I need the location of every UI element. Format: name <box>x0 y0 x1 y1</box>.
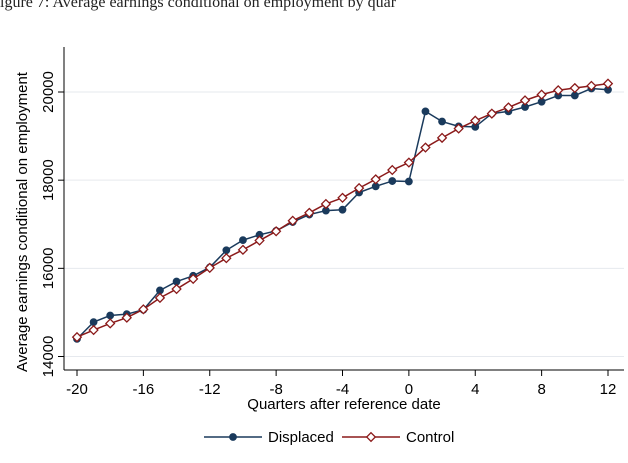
series-line-displaced <box>76 87 609 340</box>
data-point-control <box>353 182 365 194</box>
data-point-control <box>569 82 581 94</box>
data-point-displaced <box>338 205 347 214</box>
data-point-control <box>387 164 398 176</box>
x-tick-label: 4 <box>471 381 479 398</box>
data-point-displaced <box>239 236 247 245</box>
data-point-control <box>403 157 415 168</box>
y-tick-label: 14000 <box>40 336 57 378</box>
data-point-control <box>470 115 481 126</box>
data-point-control <box>121 312 133 323</box>
data-point-displaced <box>404 177 413 186</box>
data-point-control <box>204 262 215 274</box>
x-tick-label: 8 <box>537 381 545 398</box>
data-point-control <box>88 324 99 336</box>
data-point-control <box>187 273 199 285</box>
x-tick-label: -20 <box>66 381 88 398</box>
data-point-displaced <box>222 246 231 255</box>
data-point-control <box>138 304 149 315</box>
data-point-control <box>602 78 614 89</box>
x-tick-label: -4 <box>336 381 349 398</box>
data-point-control <box>270 226 282 237</box>
data-point-control <box>552 85 564 96</box>
data-point-displaced <box>388 177 397 185</box>
data-point-displaced <box>89 318 98 327</box>
legend-label-displaced: Displaced <box>268 429 334 446</box>
data-point-control <box>287 215 298 226</box>
data-point-control <box>453 123 464 134</box>
data-point-control <box>519 95 531 106</box>
data-point-control <box>586 80 597 92</box>
data-point-control <box>420 142 431 153</box>
x-tick-label: 0 <box>405 381 413 398</box>
y-tick-label: 18000 <box>40 159 57 201</box>
data-point-control <box>304 207 315 219</box>
data-point-control <box>503 102 514 113</box>
data-point-control <box>254 235 265 246</box>
y-axis-title: Average earnings conditional on employme… <box>14 71 31 372</box>
x-axis-title: Quarters after reference date <box>247 396 440 413</box>
data-point-displaced <box>106 311 115 320</box>
data-point-control <box>337 192 348 204</box>
data-point-displaced <box>438 117 446 126</box>
series-displaced <box>73 84 612 343</box>
figure-caption: igure 7: Average earnings conditional on… <box>0 0 397 11</box>
legend-marker-displaced <box>229 433 237 441</box>
x-tick-label: -16 <box>133 381 155 398</box>
data-point-control <box>320 198 332 210</box>
data-point-control <box>104 318 116 329</box>
legend-marker-control <box>365 431 377 443</box>
data-point-control <box>171 283 182 295</box>
axes: -20 -16 -12 -8 -4 0 4 8 12 14000 16000 18000 20000 <box>40 47 624 398</box>
legend: Displaced Control <box>204 429 454 446</box>
legend-item-control: Control <box>342 429 454 446</box>
legend-item-displaced: Displaced <box>204 429 334 446</box>
series-layer <box>71 78 614 343</box>
legend-label-control: Control <box>406 429 454 446</box>
data-point-control <box>221 252 232 264</box>
x-tick-label: 12 <box>600 381 617 398</box>
y-tick-label: 16000 <box>40 247 57 289</box>
x-tick-label: -12 <box>199 381 221 398</box>
data-point-control <box>154 292 166 304</box>
data-point-control <box>237 244 249 256</box>
data-point-control <box>536 89 547 100</box>
x-tick-label: -8 <box>269 381 282 398</box>
data-point-control <box>370 174 381 185</box>
grid-lines <box>64 91 624 357</box>
data-point-control <box>71 331 83 343</box>
y-tick-label: 20000 <box>40 71 57 113</box>
data-point-control <box>486 108 498 119</box>
series-control <box>71 78 614 343</box>
data-point-control <box>436 132 448 144</box>
data-point-displaced <box>421 107 430 116</box>
